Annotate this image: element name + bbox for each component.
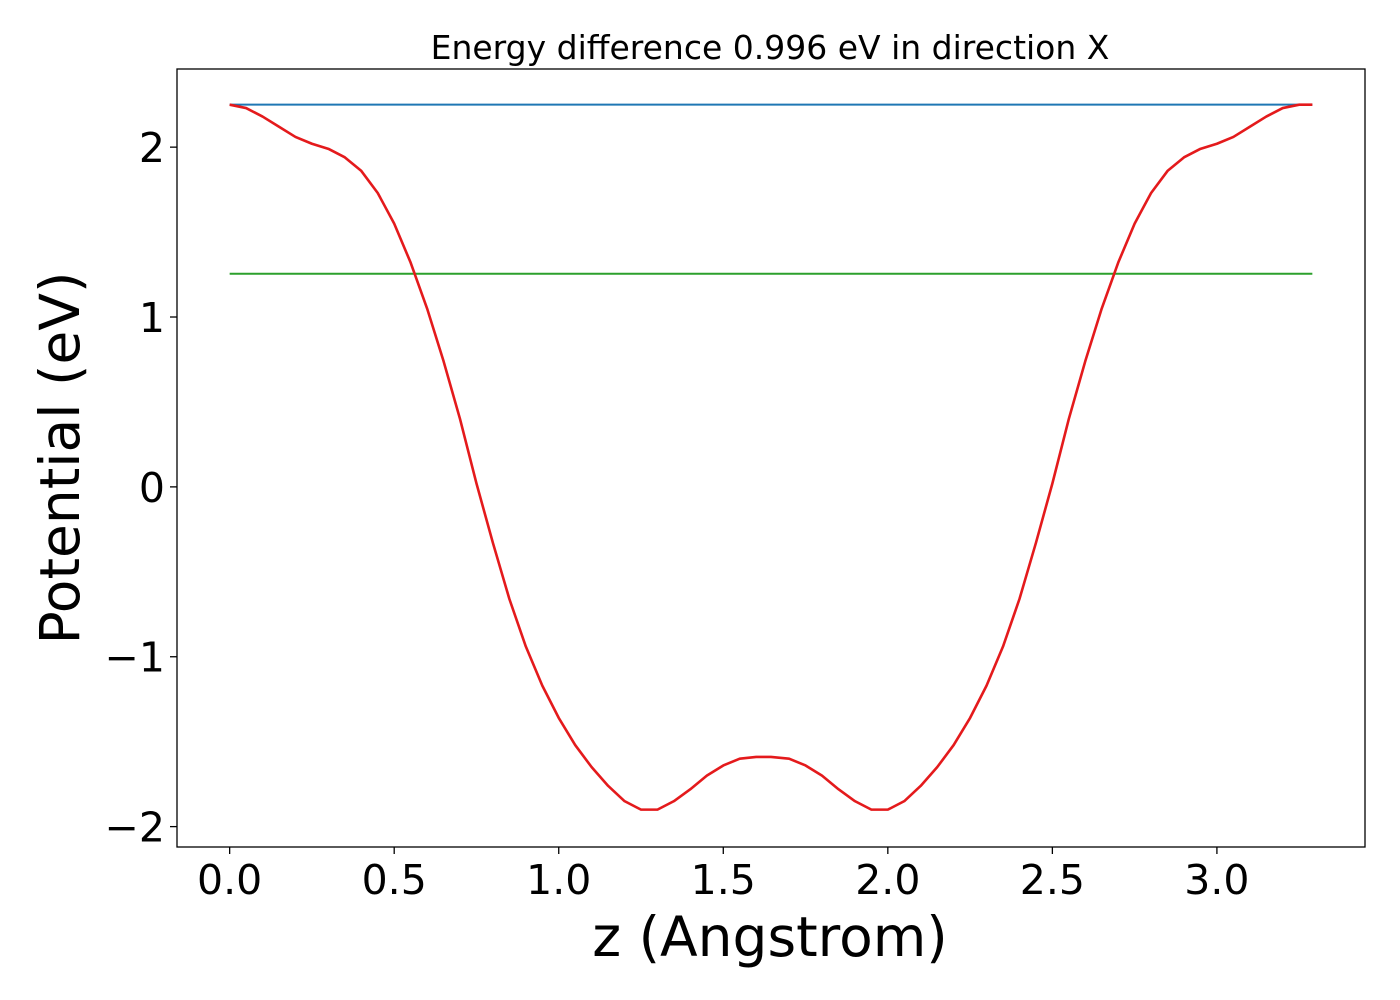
y-tick-label: 2: [139, 124, 165, 172]
x-tick-label: 2.5: [1020, 856, 1085, 904]
plot-frame: [176, 68, 1366, 848]
x-tick-label: 0.5: [362, 856, 427, 904]
plot-area: [176, 68, 1366, 848]
chart-title: Energy difference 0.996 eV in direction …: [431, 28, 1110, 67]
x-tick-label: 0.0: [197, 856, 262, 904]
x-axis: 0.0 0.5 1.0 1.5 2.0 2.5 3.0: [197, 847, 1250, 904]
x-tick-label: 1.5: [691, 856, 756, 904]
y-tick-label: 0: [139, 464, 165, 512]
y-axis: −2 −1 0 1 2: [105, 124, 177, 852]
series-line-2: [229, 103, 1313, 811]
x-tick-label: 3.0: [1184, 856, 1249, 904]
y-tick-label: 1: [139, 294, 165, 342]
y-axis-label: Potential (eV): [28, 272, 92, 645]
y-tick-label: −1: [105, 634, 165, 682]
x-axis-label: z (Angstrom): [592, 905, 948, 969]
series-layer: [229, 103, 1313, 811]
x-tick-label: 2.0: [855, 856, 920, 904]
y-tick-label: −2: [105, 804, 165, 852]
x-tick-label: 1.0: [526, 856, 591, 904]
